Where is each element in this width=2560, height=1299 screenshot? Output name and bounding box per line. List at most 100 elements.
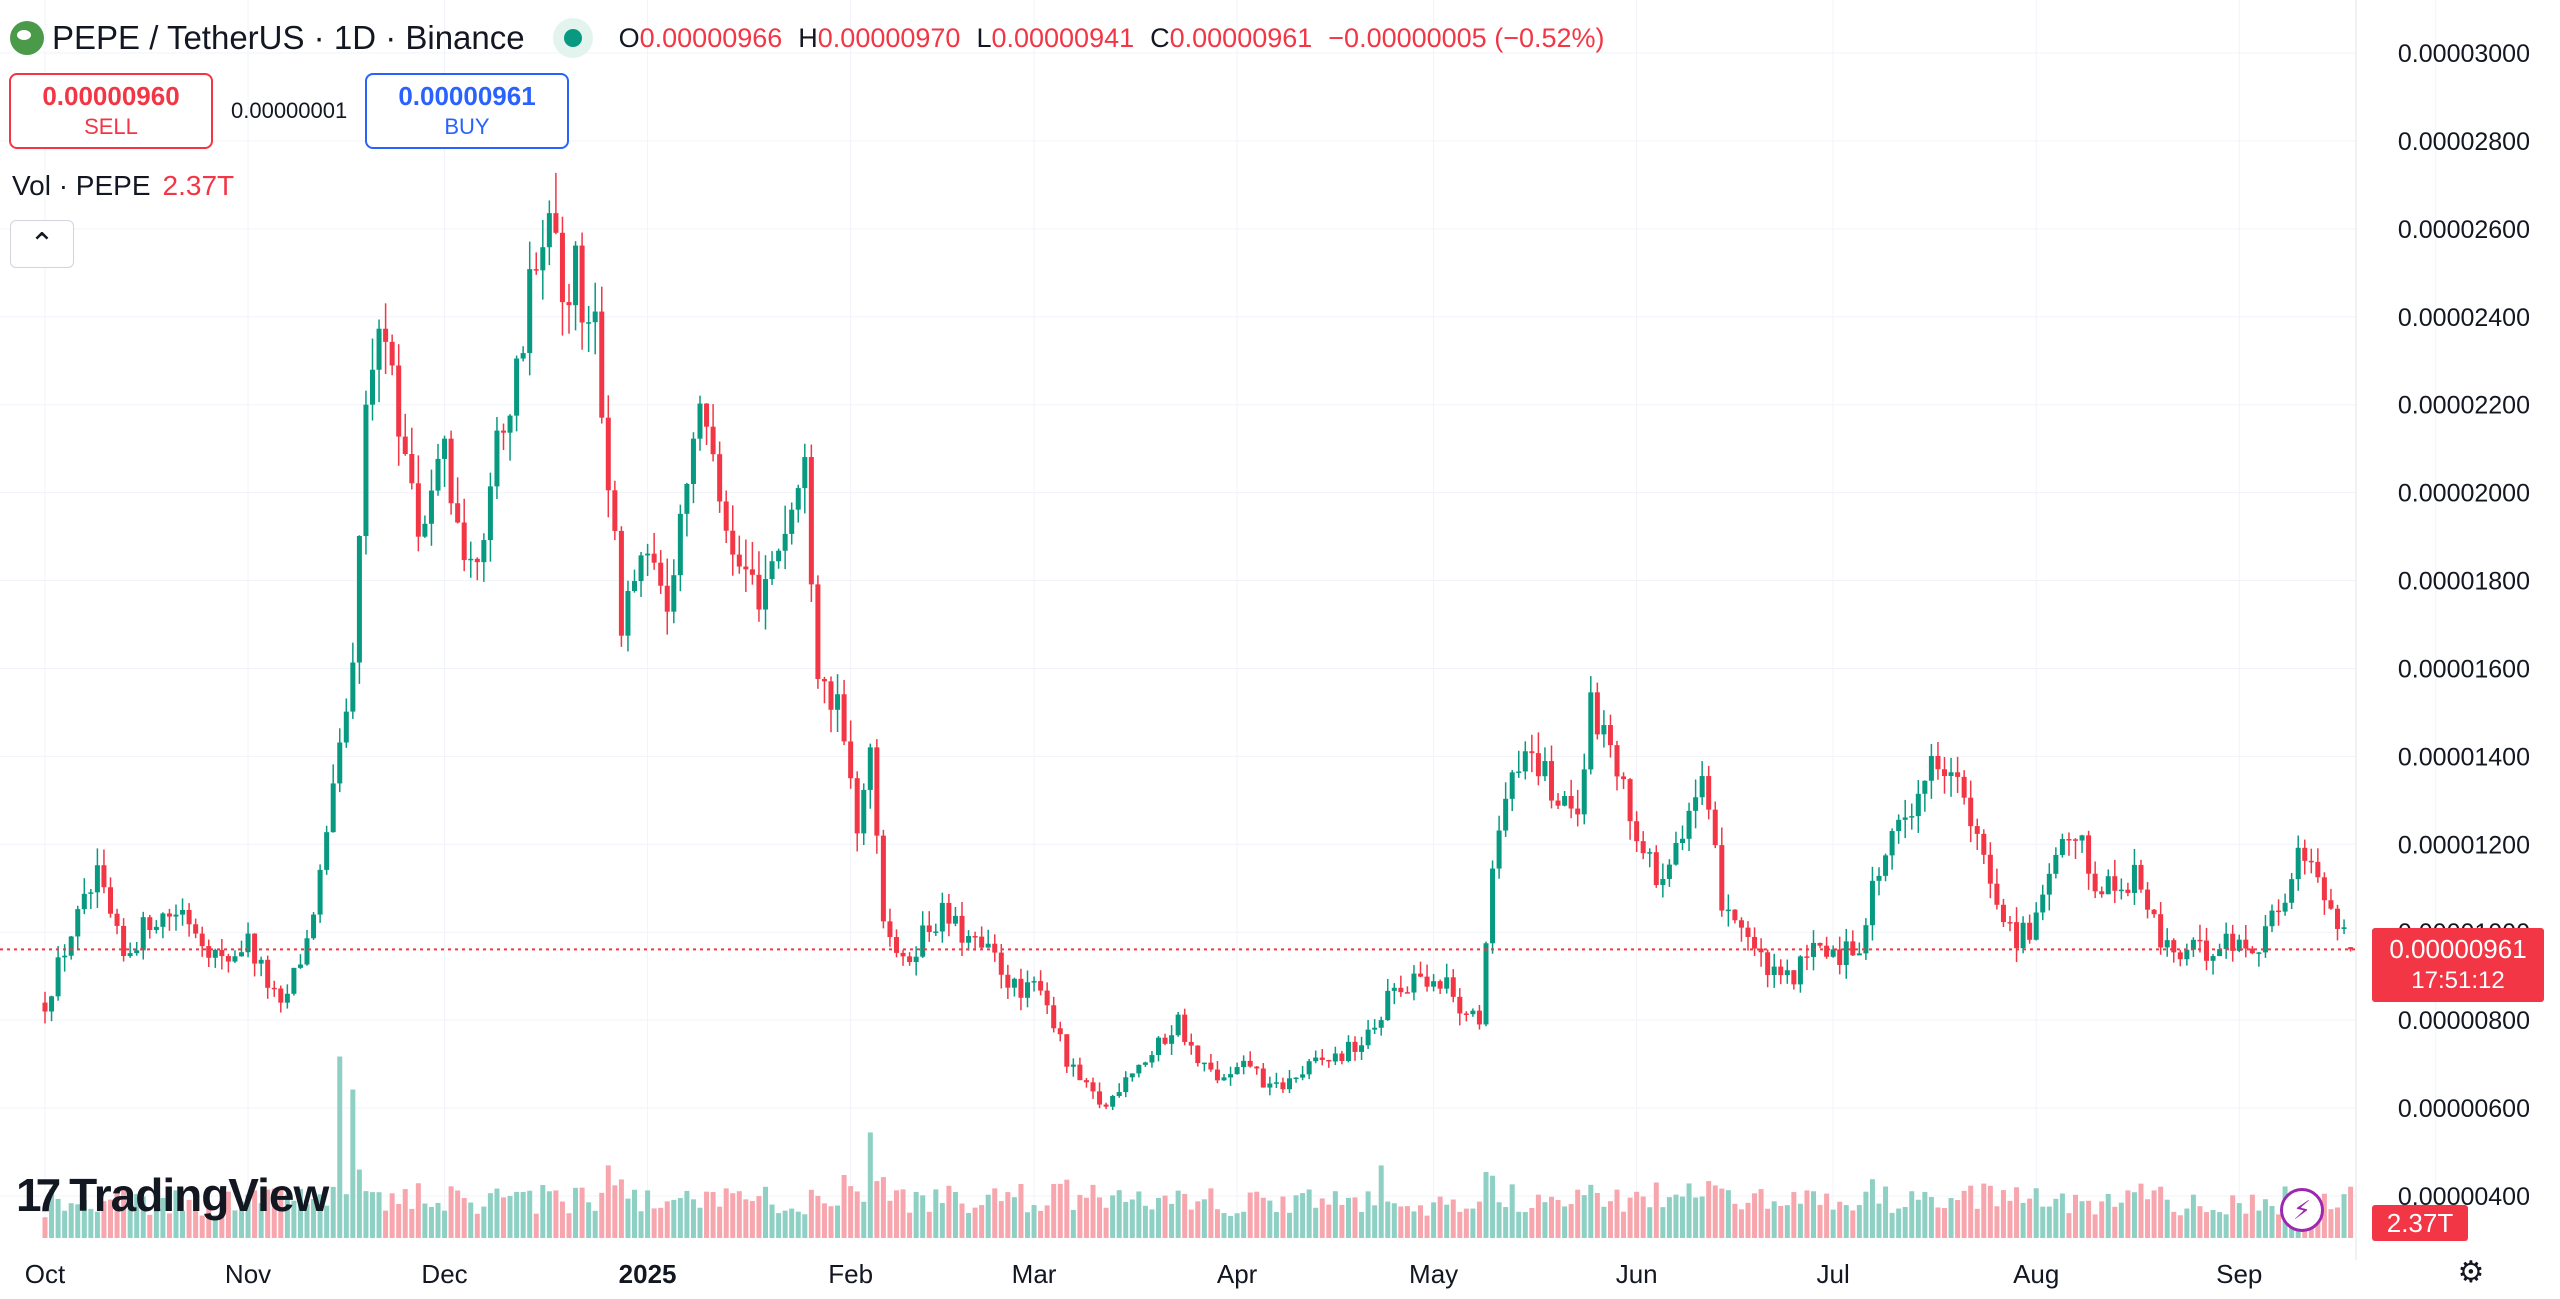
- volume-bar: [343, 1194, 349, 1238]
- candle-body: [1378, 1020, 1384, 1028]
- candle-body: [1280, 1082, 1286, 1090]
- volume-bar: [2348, 1186, 2354, 1238]
- volume-bar: [140, 1196, 146, 1238]
- volume-bar: [1175, 1190, 1181, 1238]
- volume-bar: [1902, 1206, 1908, 1238]
- volume-bar: [1653, 1182, 1659, 1238]
- volume-bar: [651, 1208, 657, 1238]
- volume-badge: 2.37T: [2372, 1205, 2468, 1241]
- candle-body: [1503, 798, 1509, 831]
- volume-bar: [959, 1203, 965, 1238]
- volume-bar: [1005, 1192, 1011, 1238]
- candle-body: [972, 936, 978, 938]
- volume-bar: [808, 1189, 814, 1238]
- candle-body: [546, 213, 552, 248]
- candle-body: [573, 245, 579, 306]
- candle-body: [756, 574, 762, 610]
- volume-bar: [723, 1188, 729, 1238]
- volume-bar: [2269, 1205, 2275, 1238]
- candle-body: [2014, 922, 2020, 949]
- volume-bar: [1228, 1216, 1234, 1238]
- symbol-title[interactable]: PEPE / TetherUS · 1D · Binance: [52, 19, 525, 56]
- candle-body: [2190, 939, 2196, 950]
- volume-bar: [717, 1206, 723, 1238]
- candle-body: [199, 933, 205, 947]
- candle-body: [1156, 1037, 1161, 1056]
- sell-button[interactable]: 0.00000960 SELL: [9, 73, 213, 149]
- candle-body: [2171, 940, 2177, 953]
- candle-body: [1614, 745, 1620, 777]
- volume-bar: [1928, 1197, 1934, 1238]
- time-tick-label: Mar: [1012, 1259, 1057, 1289]
- candle-body: [396, 365, 402, 437]
- candle-body: [232, 956, 238, 962]
- candle-body: [1188, 1041, 1194, 1046]
- volume-bar: [62, 1210, 68, 1238]
- volume-bar: [356, 1169, 362, 1238]
- volume-bar: [2243, 1213, 2249, 1238]
- tradingview-logo[interactable]: 17 TradingView: [16, 1165, 329, 1225]
- volume-bar: [704, 1191, 710, 1238]
- candle-body: [1083, 1080, 1089, 1083]
- candle-body: [959, 915, 965, 943]
- volume-bar: [848, 1186, 854, 1238]
- volume-bar: [2184, 1208, 2190, 1238]
- lightning-icon[interactable]: ⚡: [2280, 1188, 2324, 1232]
- volume-legend[interactable]: Vol · PEPE 2.37T: [12, 170, 234, 202]
- candle-body: [507, 415, 513, 433]
- close-label: C: [1150, 22, 1170, 53]
- volume-bar: [1909, 1191, 1915, 1238]
- collapse-legend-button[interactable]: ⌃: [10, 220, 74, 268]
- price-axis[interactable]: 0.00003000 0.00002800 0.00002600 0.00002400…: [2398, 40, 2530, 1211]
- candle-body: [2315, 861, 2321, 878]
- candle-body: [2289, 879, 2295, 903]
- volume-bar: [1431, 1202, 1437, 1238]
- volume-bar: [520, 1191, 526, 1238]
- volume-bar: [1044, 1205, 1050, 1238]
- candle-body: [1123, 1077, 1129, 1093]
- buy-button[interactable]: 0.00000961 BUY: [365, 73, 569, 149]
- candle-body: [1935, 755, 1941, 770]
- candle-body: [1293, 1077, 1299, 1080]
- volume-bar: [1503, 1207, 1509, 1238]
- volume-bar: [2059, 1193, 2065, 1238]
- pepe-coin-icon: [10, 21, 44, 55]
- volume-bar: [94, 1211, 100, 1238]
- candle-body: [363, 404, 369, 537]
- candle-body: [1981, 833, 1987, 855]
- candle-body: [1470, 1010, 1476, 1015]
- volume-bar: [2131, 1192, 2137, 1238]
- high-label: H: [798, 22, 818, 53]
- candle-body: [880, 835, 886, 922]
- volume-bar: [2046, 1206, 2052, 1238]
- candle-body: [2131, 864, 2137, 893]
- close-value: 0.00000961: [1169, 22, 1313, 53]
- candle-body: [402, 436, 408, 455]
- candle-body: [1902, 817, 1908, 820]
- candle-body: [2073, 839, 2078, 841]
- volume-bar: [461, 1197, 467, 1238]
- volume-bar: [920, 1195, 926, 1238]
- candle-body: [1162, 1037, 1168, 1044]
- volume-bar: [1444, 1204, 1450, 1238]
- volume-bar: [1581, 1195, 1587, 1238]
- candle-body: [1345, 1041, 1351, 1062]
- time-axis[interactable]: Oct Nov Dec 2025 Feb Mar Apr May Jun Jul Aug Sep: [25, 1259, 2263, 1289]
- candle-body: [1267, 1083, 1273, 1088]
- candle-body: [1385, 990, 1391, 1021]
- time-tick-label: 2025: [619, 1259, 677, 1289]
- candle-body: [1653, 852, 1659, 886]
- candle-body: [1719, 845, 1725, 911]
- volume-bar: [514, 1191, 520, 1238]
- candle-body: [671, 575, 677, 612]
- volume-bar: [1889, 1212, 1895, 1238]
- candle-body: [1044, 990, 1050, 1006]
- candle-body: [1725, 909, 1731, 912]
- candle-body: [867, 747, 873, 790]
- volume-bar: [2086, 1200, 2092, 1238]
- settings-icon[interactable]: ⚙: [2457, 1256, 2485, 1289]
- volume-bar: [1568, 1204, 1574, 1238]
- candle-body: [2230, 933, 2236, 951]
- candle-body: [1116, 1092, 1122, 1096]
